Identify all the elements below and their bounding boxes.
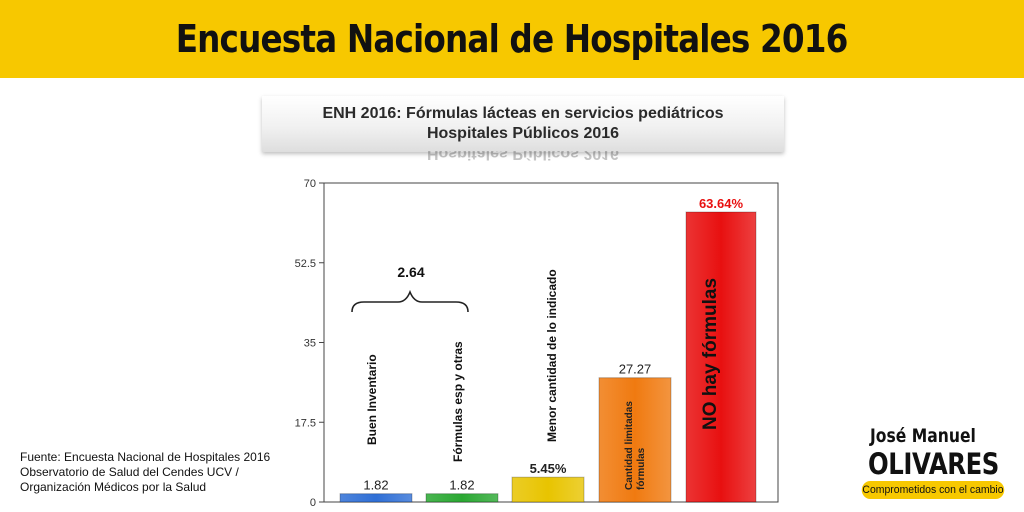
category-label: Cantidad limitadas [624,401,635,490]
chart-title-box: ENH 2016: Fórmulas lácteas en servicios … [262,96,784,152]
bar-value-label: 27.27 [619,362,652,377]
y-tick-label: 52.5 [295,258,316,270]
bar-value-label: 1.82 [449,478,474,493]
author-logo: José Manuel OLIVARES Comprometidos con e… [852,425,1012,501]
y-tick-label: 0 [310,497,316,509]
y-tick-label: 70 [304,178,316,190]
banner-title: Encuesta Nacional de Hospitales 2016 [176,17,849,61]
bar-value-label: 63.64% [699,196,744,211]
category-label: Menor cantidad de lo indicado [545,269,559,442]
source-line2: Observatorio de Salud del Cendes UCV / [20,465,239,479]
category-label: Buen Inventario [365,354,379,445]
source-line1: Fuente: Encuesta Nacional de Hospitales … [20,450,271,464]
logo-last-name: OLIVARES [868,447,999,481]
header-banner: Encuesta Nacional de Hospitales 2016 [0,0,1024,78]
category-label: fórmulas [636,447,647,490]
y-tick-label: 35 [304,338,316,350]
y-tick-label: 17.5 [295,417,316,429]
category-label: Fórmulas esp y otras [451,341,465,462]
logo-tagline: Comprometidos con el cambio [861,481,1005,499]
bar-value-label: 1.82 [363,478,388,493]
bar [598,377,672,503]
brace-annotation [351,289,469,313]
bar [339,493,413,503]
bar [685,211,757,503]
bar [425,493,499,503]
bar-value-label: 5.45% [530,461,567,476]
category-label: NO hay fórmulas [700,278,721,430]
chart-title-line1: ENH 2016: Fórmulas lácteas en servicios … [322,105,724,122]
source-line3: Organización Médicos por la Salud [20,480,207,494]
bar [511,476,585,503]
source-note: Fuente: Encuesta Nacional de Hospitales … [20,450,310,495]
logo-first-name: José Manuel [870,425,976,447]
brace-label: 2.64 [397,264,424,280]
chart-title-line2: Hospitales Públicos 2016 [426,125,620,142]
